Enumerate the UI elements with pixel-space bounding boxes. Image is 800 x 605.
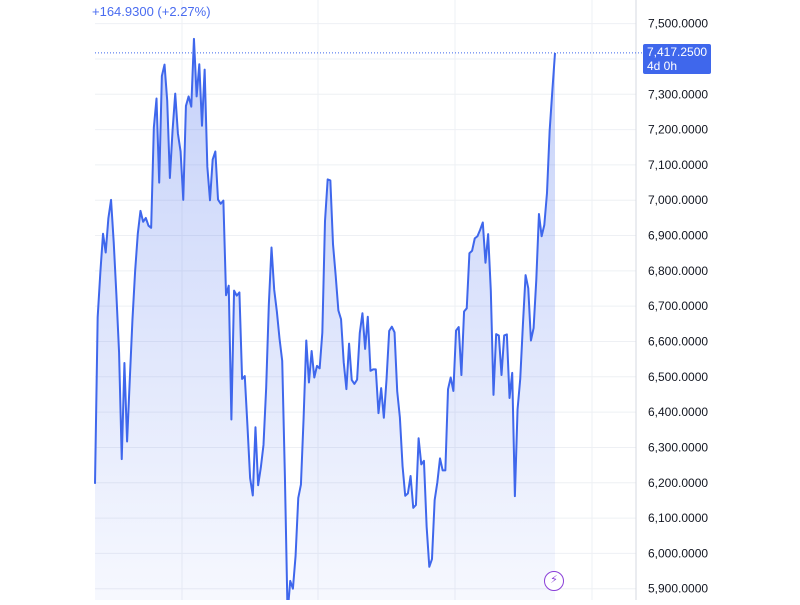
area-layer <box>95 38 555 605</box>
y-tick-label: 7,100.0000 <box>648 158 708 172</box>
y-tick-label: 5,900.0000 <box>648 582 708 596</box>
price-area <box>95 38 555 605</box>
y-tick-label: 6,400.0000 <box>648 405 708 419</box>
y-tick-label: 7,300.0000 <box>648 87 708 101</box>
price-line <box>94 37 556 605</box>
y-tick-label: 6,200.0000 <box>648 476 708 490</box>
y-axis: 7,500.00007,400.00007,300.00007,200.0000… <box>648 17 708 596</box>
y-tick-label: 6,000.0000 <box>648 546 708 560</box>
y-tick-label: 6,500.0000 <box>648 370 708 384</box>
y-tick-label: 7,000.0000 <box>648 193 708 207</box>
y-tick-label: 7,200.0000 <box>648 123 708 137</box>
current-price-badge: 7,417.2500 4d 0h <box>643 44 711 74</box>
y-tick-label: 6,900.0000 <box>648 229 708 243</box>
y-tick-label: 6,800.0000 <box>648 264 708 278</box>
bar-countdown-label: 4d 0h <box>647 59 678 73</box>
price-change-readout: +164.9300 (+2.27%) <box>92 4 211 19</box>
current-price-label: 7,417.2500 <box>647 45 708 59</box>
y-tick-label: 6,300.0000 <box>648 440 708 454</box>
y-tick-label: 6,700.0000 <box>648 299 708 313</box>
y-tick-label: 6,600.0000 <box>648 334 708 348</box>
line-layer <box>94 37 642 605</box>
lightning-icon[interactable]: ⚡︎ <box>544 571 564 591</box>
y-tick-label: 7,500.0000 <box>648 17 708 31</box>
y-tick-label: 6,100.0000 <box>648 511 708 525</box>
